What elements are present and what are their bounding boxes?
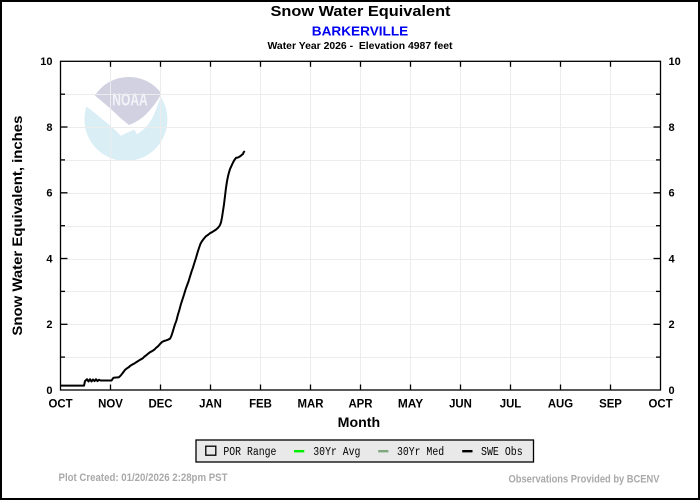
svg-text:10: 10 <box>669 56 681 68</box>
svg-text:30Yr Avg: 30Yr Avg <box>313 446 360 459</box>
svg-text:4: 4 <box>46 253 53 265</box>
svg-text:SEP: SEP <box>599 397 622 410</box>
svg-text:Snow Water Equivalent: Snow Water Equivalent <box>271 3 451 20</box>
svg-text:OCT: OCT <box>648 397 673 410</box>
svg-text:MAY: MAY <box>398 397 423 410</box>
svg-text:AUG: AUG <box>548 397 573 410</box>
svg-text:NOV: NOV <box>98 397 123 410</box>
svg-text:Month: Month <box>338 415 381 430</box>
svg-text:Observations Provided by BCENV: Observations Provided by BCENV <box>509 473 661 485</box>
svg-text:JUL: JUL <box>500 397 522 410</box>
svg-text:10: 10 <box>40 56 52 68</box>
svg-text:OCT: OCT <box>48 397 73 410</box>
svg-text:Water Year 2026 - Elevation 4: Water Year 2026 - Elevation 4987 feet <box>268 41 454 52</box>
svg-text:4: 4 <box>669 253 676 265</box>
svg-text:Plot Created: 01/20/2026 2:28p: Plot Created: 01/20/2026 2:28pm PST <box>59 472 228 484</box>
svg-text:SWE Obs: SWE Obs <box>481 446 523 459</box>
svg-text:30Yr Med: 30Yr Med <box>397 446 444 459</box>
svg-text:DEC: DEC <box>148 397 173 410</box>
svg-text:NOAA: NOAA <box>112 90 148 110</box>
svg-text:APR: APR <box>348 397 373 410</box>
svg-text:2: 2 <box>669 319 675 331</box>
svg-text:8: 8 <box>669 122 675 134</box>
svg-text:2: 2 <box>46 319 52 331</box>
svg-text:MAR: MAR <box>298 397 325 410</box>
svg-text:JUN: JUN <box>449 397 472 410</box>
svg-text:0: 0 <box>46 385 52 397</box>
svg-text:Snow Water Equivalent, inches: Snow Water Equivalent, inches <box>10 115 26 335</box>
svg-text:FEB: FEB <box>249 397 272 410</box>
svg-text:0: 0 <box>669 385 675 397</box>
svg-text:6: 6 <box>669 188 675 200</box>
svg-text:POR Range: POR Range <box>223 446 276 459</box>
svg-text:6: 6 <box>46 188 52 200</box>
svg-text:BARKERVILLE: BARKERVILLE <box>312 24 409 38</box>
svg-text:8: 8 <box>46 122 52 134</box>
svg-text:JAN: JAN <box>199 397 222 410</box>
